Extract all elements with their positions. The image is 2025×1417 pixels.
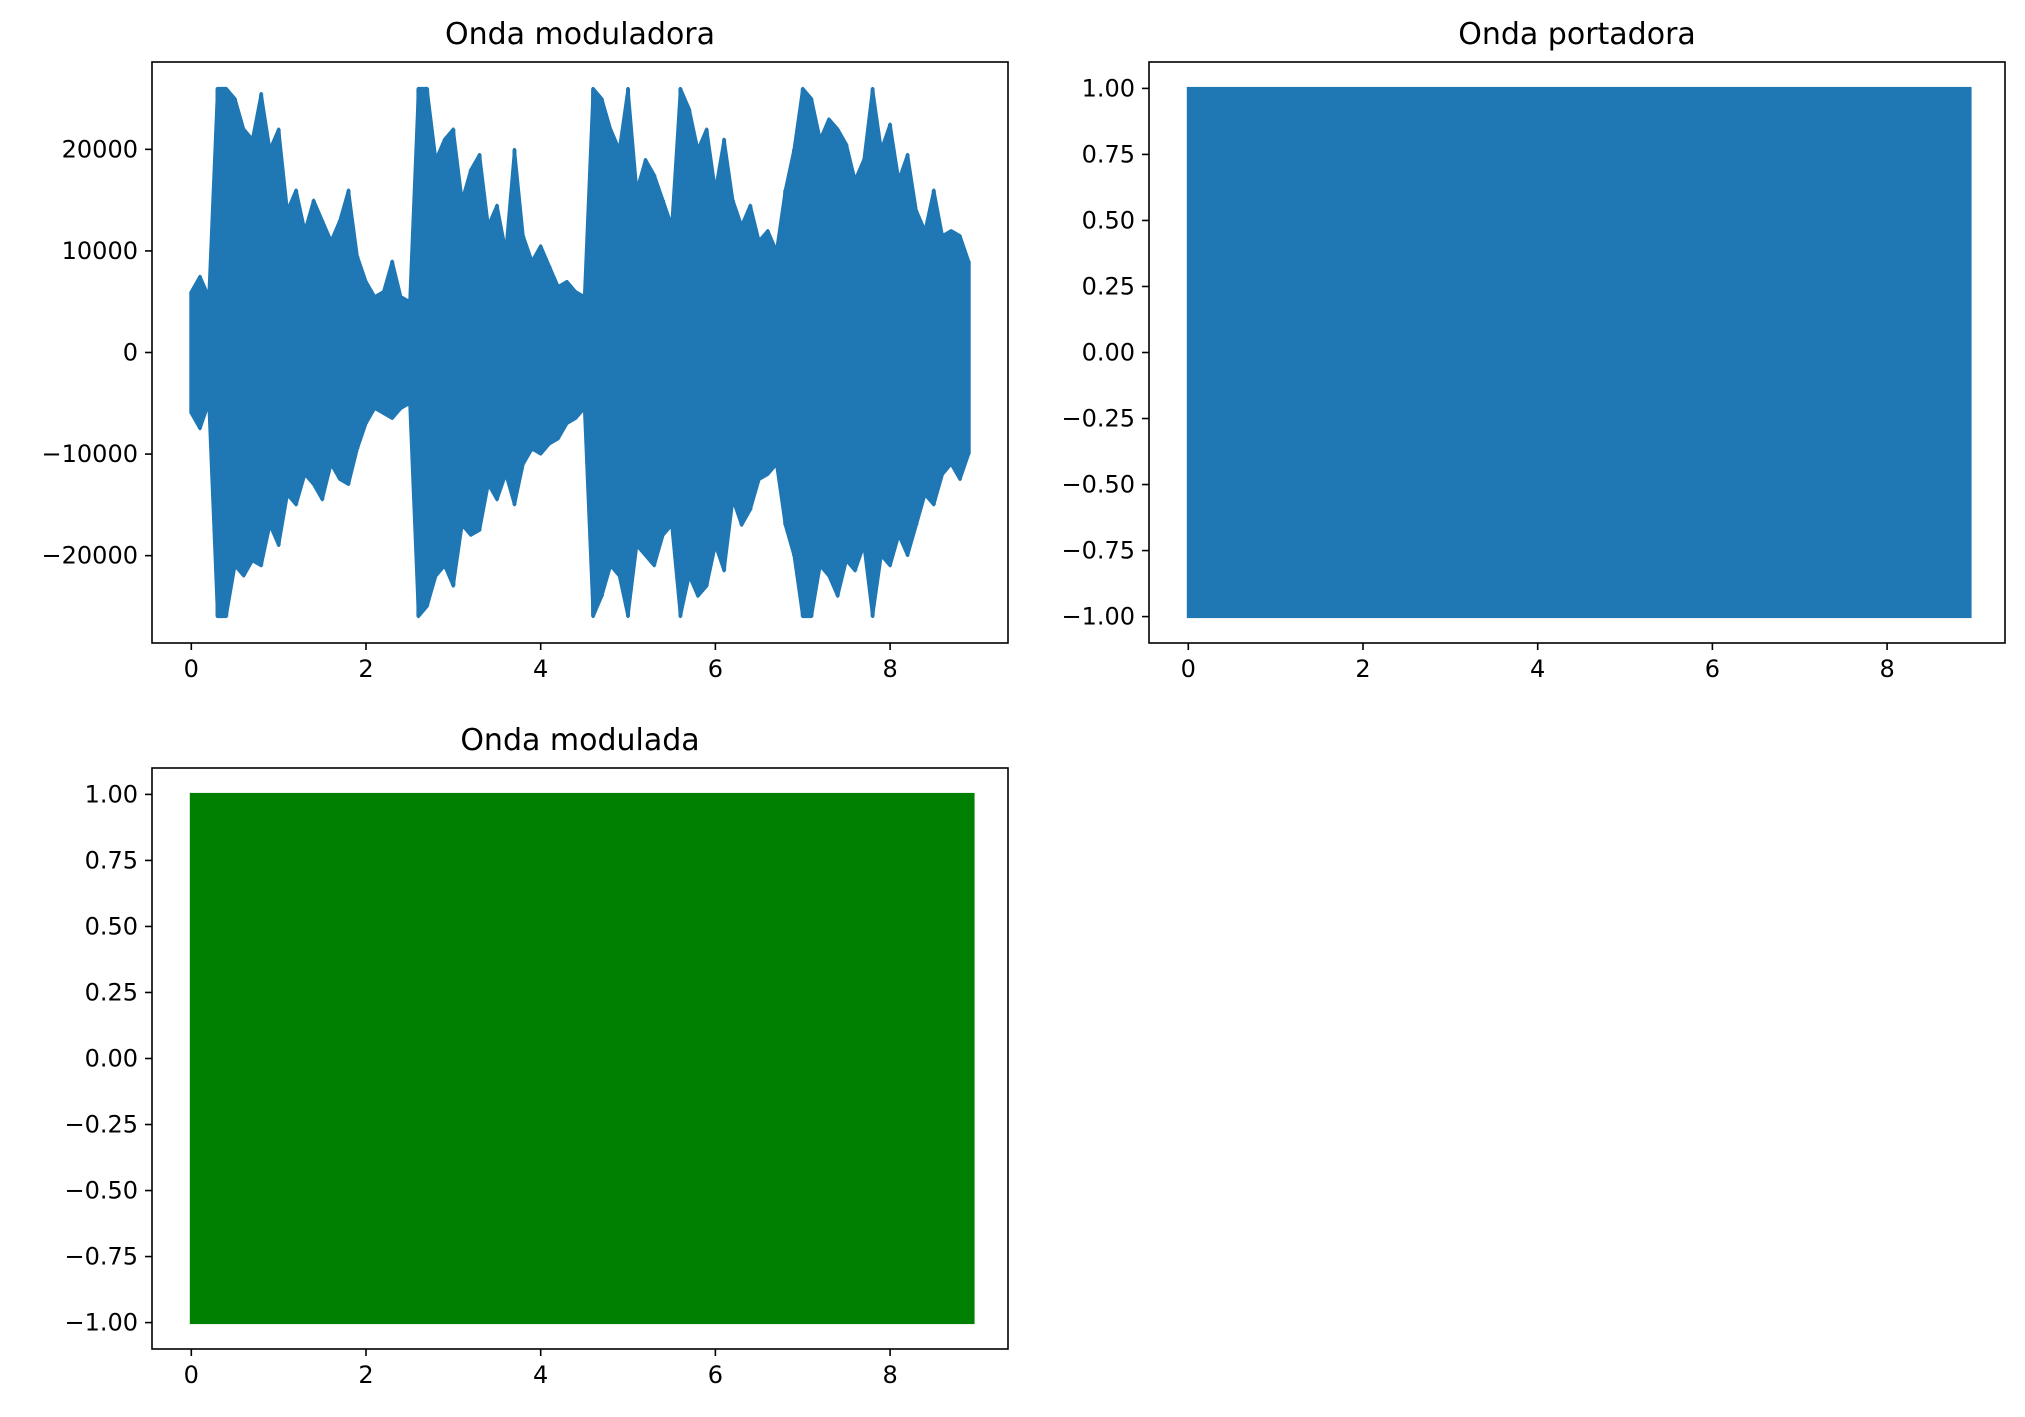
x-tick-label-moduladora: 4 xyxy=(533,655,548,683)
chart-title-portadora: Onda portadora xyxy=(1458,17,1696,52)
plot-area-portadora: 0 2 4 6 8 −1.00 −0.75 −0.50 −0.25 0.00 0.25 0.50 0.7… xyxy=(1061,61,2006,683)
y-tick-label-modulada: −1.00 xyxy=(64,1309,138,1337)
subplot-onda-modulada: Onda modulada 0 2 4 6 8−1.00−0.75−0.50−0.250… xyxy=(64,723,1009,1389)
x-tick-label-modulada: 6 xyxy=(708,1361,723,1389)
subplot-onda-portadora: Onda portadora 0 2 4 6 8 −1.00 −0.75 −0.50 −0.25… xyxy=(1061,17,2006,683)
y-tick-label-portadora: 1.00 xyxy=(1082,74,1135,102)
y-tick-label-portadora: 0.00 xyxy=(1082,339,1135,367)
subplot-onda-moduladora: Onda moduladora 0 2 4 6 8 −20000 −10000 0 10000 2… xyxy=(42,17,1009,683)
y-tick-label-portadora: 0.50 xyxy=(1082,206,1135,234)
x-tick-label-moduladora: 0 xyxy=(184,655,199,683)
x-tick-label-portadora: 4 xyxy=(1530,655,1545,683)
plot-area-modulada: 0 2 4 6 8 −1.00 −0.75 −0.50 −0.25 0.00 0.25 0.50 0.7… xyxy=(64,767,1009,1389)
y-tick-label-moduladora: 10000 xyxy=(62,237,138,265)
y-tick-label-portadora: 0.25 xyxy=(1082,272,1135,300)
series-band-modulada xyxy=(189,792,975,1325)
y-tick-label-modulada: 0.25 xyxy=(85,978,138,1006)
x-tick-label-moduladora: 8 xyxy=(882,655,897,683)
y-tick-label-moduladora: −20000 xyxy=(42,542,138,570)
y-tick-label-portadora: 0.75 xyxy=(1082,140,1135,168)
x-tick-label-portadora: 8 xyxy=(1879,655,1894,683)
x-tick-label-moduladora: 6 xyxy=(708,655,723,683)
series-band-portadora xyxy=(1186,86,1972,619)
plot-area-moduladora: 0 2 4 6 8 −20000 −10000 0 10000 20000 xyxy=(42,61,1009,683)
x-tick-label-modulada: 8 xyxy=(882,1361,897,1389)
x-tick-label-modulada: 0 xyxy=(184,1361,199,1389)
y-tick-label-moduladora: 20000 xyxy=(62,135,138,163)
y-tick-label-moduladora: −10000 xyxy=(42,440,138,468)
x-tick-label-portadora: 0 xyxy=(1181,655,1196,683)
y-tick-label-portadora: −1.00 xyxy=(1061,603,1135,631)
chart-title-modulada: Onda modulada xyxy=(460,723,699,758)
y-tick-label-modulada: −0.50 xyxy=(64,1177,138,1205)
y-tick-label-portadora: −0.25 xyxy=(1061,405,1135,433)
y-tick-label-modulada: 0.75 xyxy=(85,846,138,874)
y-tick-label-modulada: −0.75 xyxy=(64,1243,138,1271)
y-tick-label-portadora: −0.75 xyxy=(1061,537,1135,565)
y-tick-label-moduladora: 0 xyxy=(123,339,138,367)
y-tick-label-portadora: −0.50 xyxy=(1061,471,1135,499)
y-tick-label-modulada: 0.50 xyxy=(85,912,138,940)
x-tick-label-moduladora: 2 xyxy=(358,655,373,683)
x-tick-label-modulada: 4 xyxy=(533,1361,548,1389)
y-tick-label-modulada: 1.00 xyxy=(85,780,138,808)
x-tick-label-modulada: 2 xyxy=(358,1361,373,1389)
y-tick-label-modulada: −0.25 xyxy=(64,1111,138,1139)
chart-title-moduladora: Onda moduladora xyxy=(445,17,715,52)
x-tick-label-portadora: 2 xyxy=(1355,655,1370,683)
y-tick-label-modulada: 0.00 xyxy=(85,1045,138,1073)
x-tick-label-portadora: 6 xyxy=(1705,655,1720,683)
